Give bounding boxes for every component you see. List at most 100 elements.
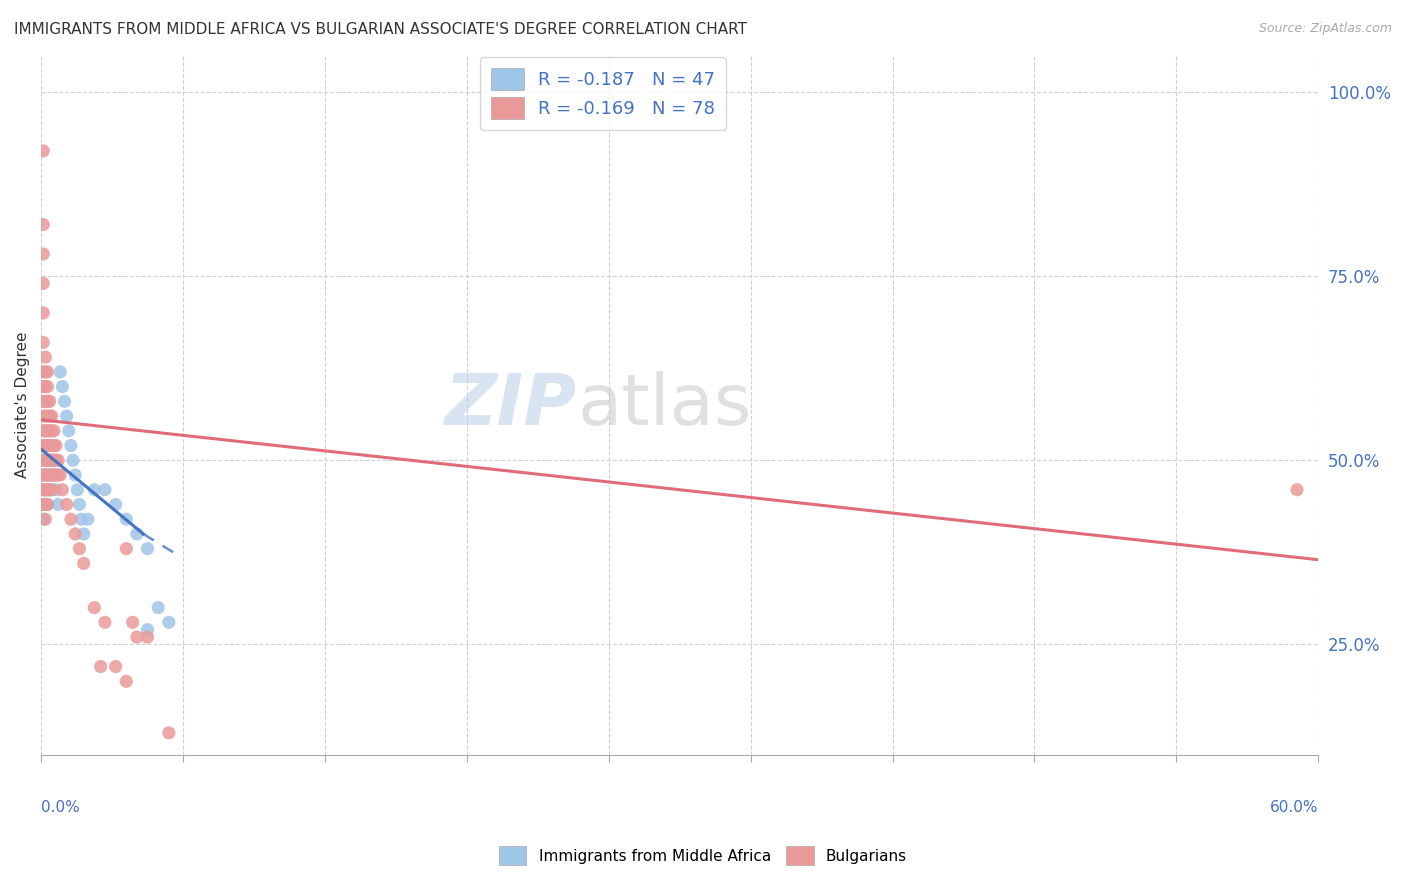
Point [59, 512, 82, 526]
Point [34, 453, 56, 467]
Point [32, 409, 55, 423]
Point [125, 527, 148, 541]
Point [37, 438, 59, 452]
Point [32, 247, 55, 261]
Text: Source: ZipAtlas.com: Source: ZipAtlas.com [1258, 22, 1392, 36]
Point [41, 453, 63, 467]
Point [42, 438, 65, 452]
Point [34, 409, 56, 423]
Point [115, 541, 138, 556]
Point [38, 394, 60, 409]
Point [34, 468, 56, 483]
Point [38, 424, 60, 438]
Point [37, 365, 59, 379]
Point [45, 483, 67, 497]
Point [32, 438, 55, 452]
Point [34, 468, 56, 483]
Point [32, 424, 55, 438]
Point [51, 483, 73, 497]
Point [34, 424, 56, 438]
Point [42, 468, 65, 483]
Point [136, 623, 159, 637]
Point [34, 438, 56, 452]
Point [38, 468, 60, 483]
Point [49, 468, 72, 483]
Point [46, 498, 69, 512]
Point [55, 409, 77, 423]
Point [34, 498, 56, 512]
Text: ZIP: ZIP [446, 370, 578, 440]
Point [67, 541, 90, 556]
Point [115, 512, 138, 526]
Point [41, 409, 63, 423]
Point [32, 483, 55, 497]
Point [34, 350, 56, 364]
Point [42, 468, 65, 483]
Point [1285, 483, 1308, 497]
Point [37, 424, 59, 438]
Point [32, 277, 55, 291]
Point [32, 438, 55, 452]
Point [77, 512, 100, 526]
Point [34, 498, 56, 512]
Point [41, 483, 63, 497]
Point [46, 468, 69, 483]
Text: 60.0%: 60.0% [1270, 800, 1319, 815]
Point [115, 674, 138, 689]
Point [38, 468, 60, 483]
Point [32, 468, 55, 483]
Point [37, 498, 59, 512]
Point [63, 468, 86, 483]
Point [125, 630, 148, 644]
Point [58, 424, 80, 438]
Legend: Immigrants from Middle Africa, Bulgarians: Immigrants from Middle Africa, Bulgarian… [494, 840, 912, 871]
Point [38, 483, 60, 497]
Point [63, 527, 86, 541]
Y-axis label: Associate's Degree: Associate's Degree [15, 332, 30, 478]
Point [34, 424, 56, 438]
Point [37, 379, 59, 393]
Point [45, 453, 67, 467]
Text: IMMIGRANTS FROM MIDDLE AFRICA VS BULGARIAN ASSOCIATE'S DEGREE CORRELATION CHART: IMMIGRANTS FROM MIDDLE AFRICA VS BULGARI… [14, 22, 747, 37]
Point [32, 453, 55, 467]
Point [34, 453, 56, 467]
Point [136, 630, 159, 644]
Text: 0.0%: 0.0% [41, 800, 80, 815]
Point [41, 468, 63, 483]
Point [38, 409, 60, 423]
Point [34, 379, 56, 393]
Point [41, 438, 63, 452]
Point [41, 424, 63, 438]
Point [37, 394, 59, 409]
Point [38, 438, 60, 452]
Point [32, 144, 55, 158]
Point [32, 335, 55, 350]
Point [45, 468, 67, 483]
Point [37, 453, 59, 467]
Point [37, 483, 59, 497]
Point [94, 615, 117, 630]
Point [32, 483, 55, 497]
Point [32, 379, 55, 393]
Point [66, 483, 89, 497]
Point [34, 483, 56, 497]
Point [70, 512, 93, 526]
Point [41, 453, 63, 467]
Point [45, 438, 67, 452]
Point [83, 600, 105, 615]
Point [90, 659, 112, 673]
Point [157, 726, 180, 740]
Point [34, 483, 56, 497]
Point [37, 483, 59, 497]
Point [53, 394, 76, 409]
Point [32, 218, 55, 232]
Point [32, 498, 55, 512]
Point [73, 527, 96, 541]
Point [37, 438, 59, 452]
Point [32, 453, 55, 467]
Point [104, 498, 127, 512]
Point [51, 379, 73, 393]
Point [32, 498, 55, 512]
Point [73, 557, 96, 571]
Point [49, 365, 72, 379]
